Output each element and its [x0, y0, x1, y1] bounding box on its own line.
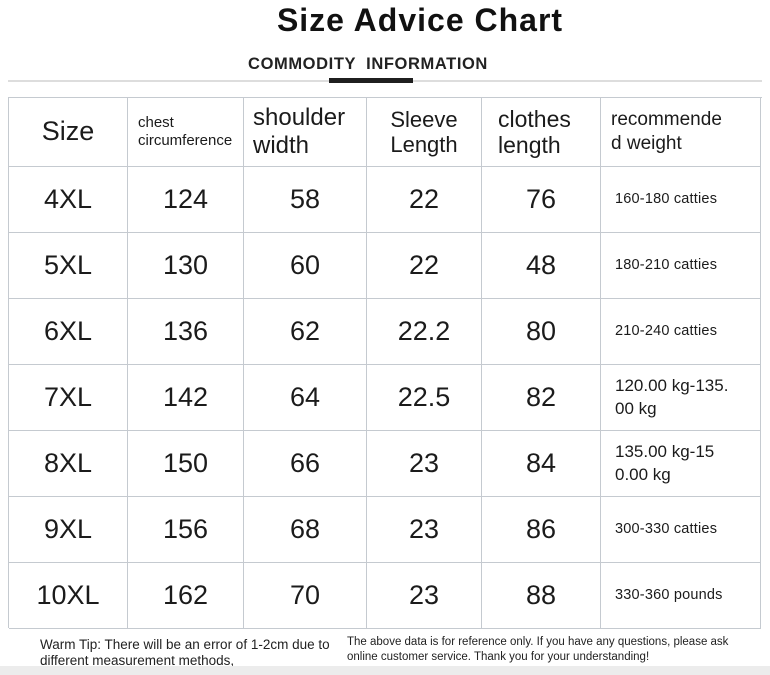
cell-9xl-chest: 156: [128, 497, 244, 563]
cell-8xl-weight: 135.00 kg-15 0.00 kg: [601, 431, 761, 497]
cell-8xl-sleeve: 23: [367, 431, 482, 497]
cell-6xl-clothes: 80: [482, 299, 601, 365]
column-header-clothes: clothes length: [482, 98, 601, 167]
cell-4xl-size: 4XL: [9, 167, 128, 233]
cell-7xl-clothes: 82: [482, 365, 601, 431]
cell-5xl-sleeve: 22: [367, 233, 482, 299]
cell-6xl-size: 6XL: [9, 299, 128, 365]
column-header-sleeve: Sleeve Length: [367, 98, 482, 167]
cell-7xl-sleeve: 22.5: [367, 365, 482, 431]
cell-10xl-weight: 330-360 pounds: [601, 563, 761, 629]
divider-line: [8, 78, 762, 83]
cell-10xl-sleeve: 23: [367, 563, 482, 629]
cell-7xl-weight: 120.00 kg-135. 00 kg: [601, 365, 761, 431]
cell-5xl-clothes: 48: [482, 233, 601, 299]
warm-tip-text: Warm Tip: There will be an error of 1-2c…: [40, 637, 330, 668]
cell-8xl-shoulder: 66: [244, 431, 367, 497]
cell-4xl-weight: 160-180 catties: [601, 167, 761, 233]
cell-9xl-sleeve: 23: [367, 497, 482, 563]
size-table: Size chest circumference shoulder width Sle…: [8, 97, 762, 629]
cell-8xl-clothes: 84: [482, 431, 601, 497]
cell-10xl-shoulder: 70: [244, 563, 367, 629]
divider-accent-mark: [329, 78, 413, 83]
cell-9xl-clothes: 86: [482, 497, 601, 563]
cell-6xl-weight: 210-240 catties: [601, 299, 761, 365]
cell-4xl-shoulder: 58: [244, 167, 367, 233]
cell-7xl-chest: 142: [128, 365, 244, 431]
page-title: Size Advice Chart: [276, 2, 564, 38]
cell-10xl-chest: 162: [128, 563, 244, 629]
bottom-band: [0, 666, 770, 675]
column-header-weight: recommende d weight: [601, 98, 761, 167]
cell-5xl-weight: 180-210 catties: [601, 233, 761, 299]
cell-6xl-sleeve: 22.2: [367, 299, 482, 365]
reference-note-text: The above data is for reference only. If…: [347, 636, 729, 663]
cell-10xl-size: 10XL: [9, 563, 128, 629]
cell-6xl-chest: 136: [128, 299, 244, 365]
cell-6xl-shoulder: 62: [244, 299, 367, 365]
cell-7xl-shoulder: 64: [244, 365, 367, 431]
cell-7xl-size: 7XL: [9, 365, 128, 431]
section-subtitle: COMMODITY INFORMATION: [248, 55, 488, 73]
cell-5xl-shoulder: 60: [244, 233, 367, 299]
column-header-shoulder: shoulder width: [244, 98, 367, 167]
cell-10xl-clothes: 88: [482, 563, 601, 629]
cell-4xl-sleeve: 22: [367, 167, 482, 233]
cell-9xl-size: 9XL: [9, 497, 128, 563]
cell-9xl-shoulder: 68: [244, 497, 367, 563]
cell-5xl-size: 5XL: [9, 233, 128, 299]
cell-4xl-clothes: 76: [482, 167, 601, 233]
column-header-size: Size: [9, 98, 128, 167]
column-header-chest: chest circumference: [128, 98, 244, 167]
cell-9xl-weight: 300-330 catties: [601, 497, 761, 563]
cell-5xl-chest: 130: [128, 233, 244, 299]
cell-8xl-chest: 150: [128, 431, 244, 497]
cell-4xl-chest: 124: [128, 167, 244, 233]
cell-8xl-size: 8XL: [9, 431, 128, 497]
